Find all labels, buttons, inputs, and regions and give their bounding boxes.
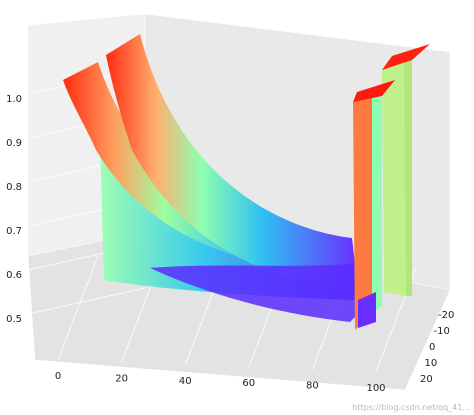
- z-tick-label: 0.9: [6, 138, 22, 149]
- x-tick-label: 20: [115, 373, 128, 384]
- z-tick-label: 0.6: [6, 270, 22, 281]
- z-tick-label: 0.5: [6, 314, 22, 325]
- slab-back-top: [382, 44, 430, 70]
- slab-base-purple: [358, 292, 376, 328]
- z-grid-line: [27, 287, 146, 315]
- surfaces: [63, 34, 430, 330]
- watermark: https://blog.csdn.net/qq_41...: [352, 403, 470, 412]
- slab-back-face: [404, 60, 412, 296]
- y-tick-label: 10: [425, 358, 438, 369]
- slab-front-face: [353, 96, 372, 330]
- z-tick-label: 0.8: [6, 182, 22, 193]
- surface-base-band: [150, 262, 372, 322]
- z-tick-label: 1.0: [6, 94, 22, 105]
- x-grid-line: [57, 255, 99, 361]
- y-tick-label: -20: [438, 310, 454, 321]
- y-tick-label: 20: [420, 374, 433, 385]
- slab-back-side: [382, 62, 406, 296]
- y-tick-label: -10: [434, 326, 450, 337]
- surface-ribbon-front: [106, 34, 358, 290]
- slab-front-top: [353, 80, 395, 102]
- x-tick-label: 100: [366, 383, 385, 394]
- y-tick-label: 0: [429, 342, 435, 353]
- x-tick-label: 40: [179, 376, 192, 387]
- tick-labels: 0.5 0.6 0.7 0.8 0.9 1.0 0 20 40 60 80 100 -20 -10 0 10 2…: [6, 94, 454, 394]
- x-tick-label: 60: [242, 378, 255, 389]
- z-tick-label: 0.7: [6, 226, 22, 237]
- x-tick-label: 80: [306, 381, 319, 392]
- x-tick-label: 0: [55, 371, 61, 382]
- slab-front-side: [372, 96, 382, 312]
